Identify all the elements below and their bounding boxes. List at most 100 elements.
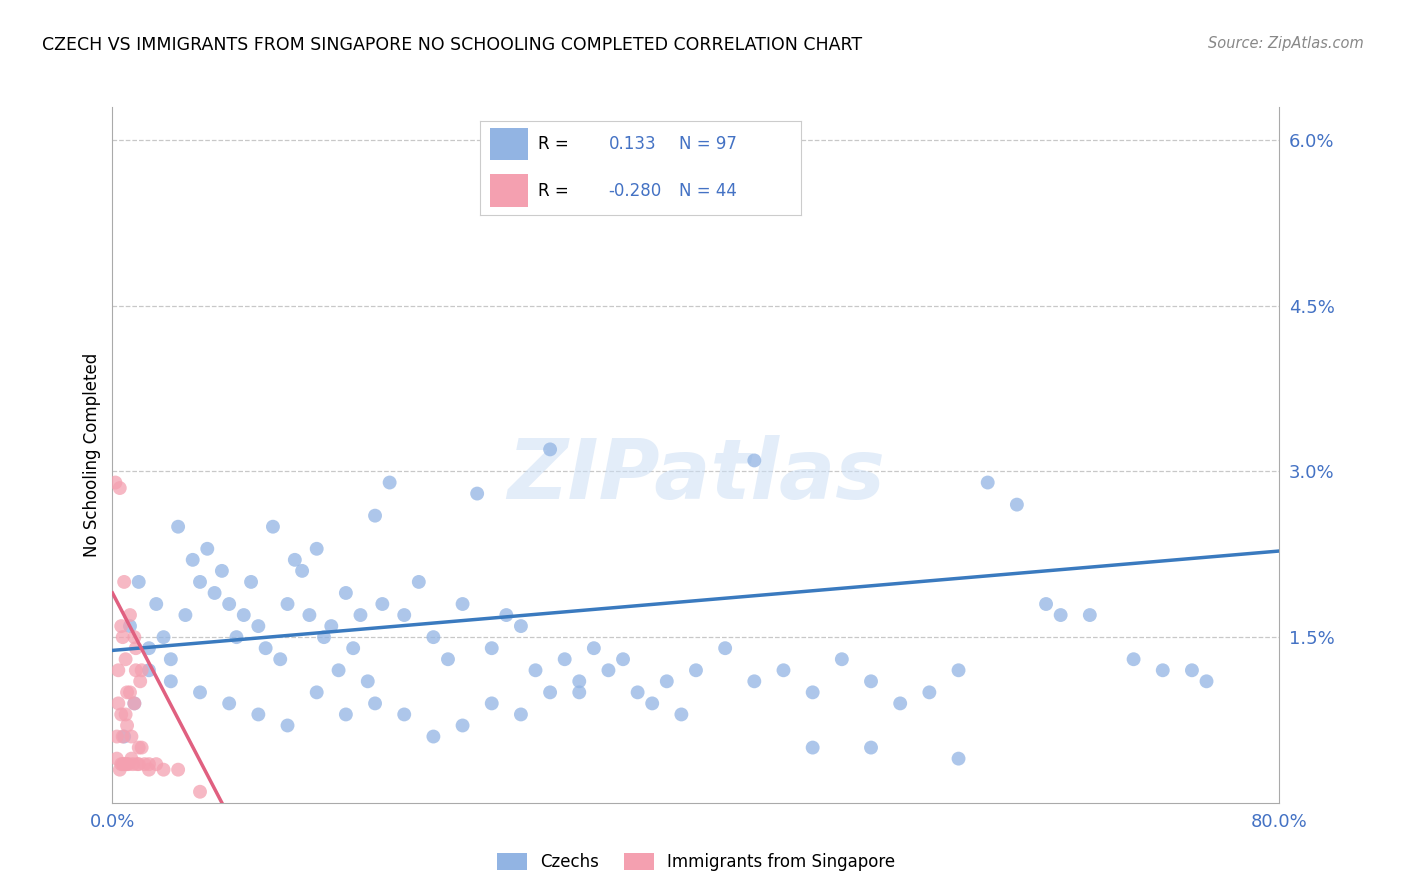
- Point: [120, 751, 142, 765]
- Point: [801, 740, 824, 755]
- Point: [247, 707, 270, 722]
- Point: [364, 697, 387, 711]
- Point: [371, 597, 394, 611]
- Point: [538, 442, 561, 457]
- Point: [125, 641, 148, 656]
- Point: [524, 663, 547, 677]
- Point: [408, 574, 430, 589]
- Point: [364, 508, 387, 523]
- Point: [349, 608, 371, 623]
- Point: [174, 608, 197, 623]
- Point: [1195, 674, 1218, 689]
- Point: [422, 730, 444, 744]
- Point: [108, 763, 131, 777]
- Point: [218, 697, 240, 711]
- Point: [277, 718, 299, 732]
- Point: [612, 652, 634, 666]
- Point: [481, 697, 503, 711]
- Point: [240, 574, 263, 589]
- Point: [568, 674, 591, 689]
- Point: [554, 652, 576, 666]
- Point: [1122, 652, 1144, 666]
- Point: [481, 641, 503, 656]
- Point: [1049, 608, 1071, 623]
- Point: [801, 685, 824, 699]
- Point: [976, 475, 998, 490]
- Point: [118, 619, 141, 633]
- Text: Source: ZipAtlas.com: Source: ZipAtlas.com: [1208, 36, 1364, 51]
- Point: [188, 785, 211, 799]
- Point: [104, 475, 127, 490]
- Point: [152, 630, 174, 644]
- Point: [160, 674, 183, 689]
- Point: [305, 541, 328, 556]
- Point: [124, 697, 146, 711]
- Point: [131, 740, 153, 755]
- Point: [269, 652, 291, 666]
- Point: [188, 685, 211, 699]
- Point: [128, 740, 150, 755]
- Point: [129, 674, 152, 689]
- Point: [138, 663, 160, 677]
- Point: [451, 597, 474, 611]
- Point: [538, 685, 561, 699]
- Text: ZIPatlas: ZIPatlas: [508, 435, 884, 516]
- Point: [122, 757, 145, 772]
- Point: [671, 707, 693, 722]
- Point: [115, 685, 138, 699]
- Point: [342, 641, 364, 656]
- Point: [495, 608, 517, 623]
- Point: [860, 740, 883, 755]
- Point: [131, 663, 153, 677]
- Point: [138, 757, 160, 772]
- Point: [437, 652, 460, 666]
- Point: [918, 685, 941, 699]
- Point: [125, 663, 148, 677]
- Point: [107, 697, 129, 711]
- Point: [641, 697, 664, 711]
- Point: [277, 597, 299, 611]
- Point: [105, 751, 128, 765]
- Point: [204, 586, 226, 600]
- Point: [321, 619, 343, 633]
- Point: [124, 697, 146, 711]
- Point: [948, 663, 970, 677]
- Point: [128, 757, 150, 772]
- Point: [218, 597, 240, 611]
- Point: [451, 718, 474, 732]
- Point: [465, 486, 488, 500]
- Point: [305, 685, 328, 699]
- Point: [335, 707, 357, 722]
- Point: [1035, 597, 1057, 611]
- Point: [1181, 663, 1204, 677]
- Point: [167, 763, 190, 777]
- Point: [188, 574, 211, 589]
- Point: [134, 757, 156, 772]
- Point: [685, 663, 707, 677]
- Point: [145, 597, 167, 611]
- Point: [582, 641, 605, 656]
- Point: [110, 707, 132, 722]
- Point: [118, 608, 141, 623]
- Point: [114, 757, 136, 772]
- Point: [1078, 608, 1101, 623]
- Point: [772, 663, 794, 677]
- Point: [115, 757, 138, 772]
- Point: [860, 674, 883, 689]
- Point: [110, 757, 132, 772]
- Point: [112, 757, 135, 772]
- Point: [378, 475, 401, 490]
- Point: [655, 674, 678, 689]
- Point: [291, 564, 314, 578]
- Text: CZECH VS IMMIGRANTS FROM SINGAPORE NO SCHOOLING COMPLETED CORRELATION CHART: CZECH VS IMMIGRANTS FROM SINGAPORE NO SC…: [42, 36, 862, 54]
- Point: [328, 663, 350, 677]
- Point: [598, 663, 620, 677]
- Point: [110, 619, 132, 633]
- Point: [948, 751, 970, 765]
- Point: [145, 757, 167, 772]
- Point: [128, 574, 150, 589]
- Point: [357, 674, 380, 689]
- Point: [195, 541, 218, 556]
- Point: [181, 553, 204, 567]
- Point: [105, 730, 128, 744]
